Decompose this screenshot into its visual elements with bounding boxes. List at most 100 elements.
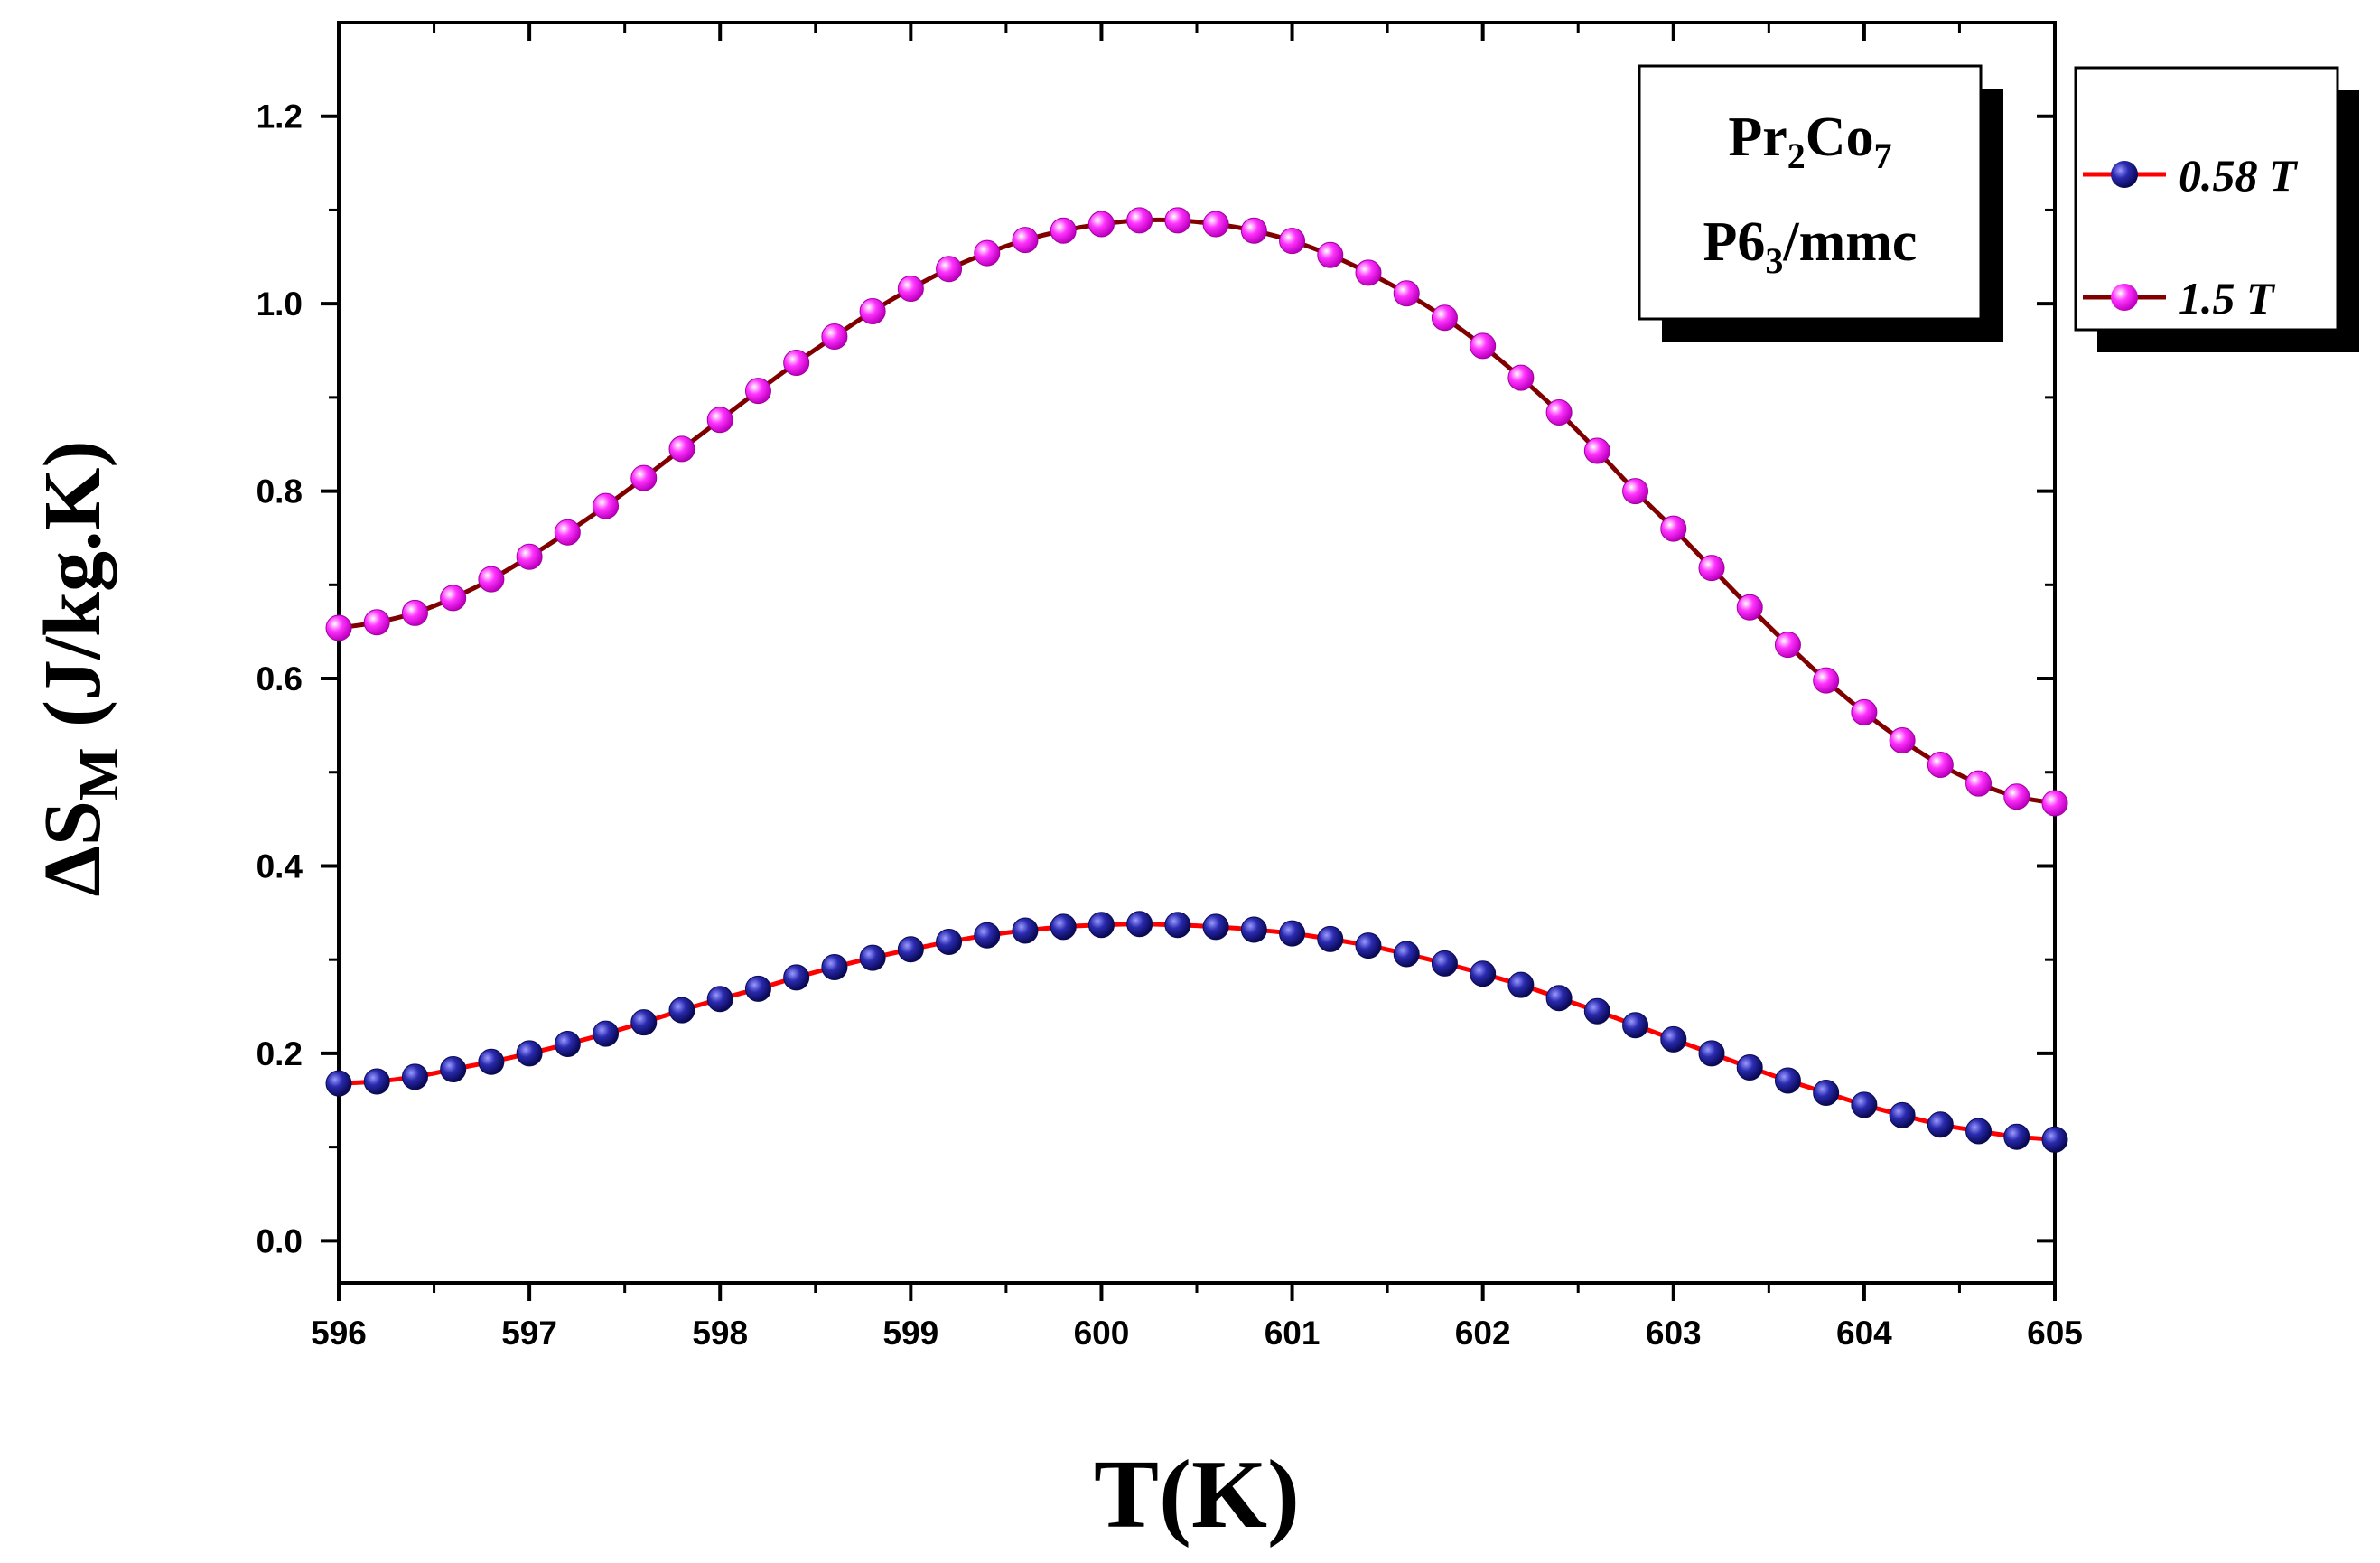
series-0-point-38 — [1774, 1067, 1801, 1094]
y-tick-label-2: 0.4 — [257, 847, 303, 884]
series-0-point-0 — [325, 1070, 352, 1097]
series-1-point-24 — [1240, 217, 1267, 244]
series-1-point-11 — [744, 378, 771, 405]
x-tick-label-1: 597 — [501, 1315, 557, 1352]
x-tick-label-9: 605 — [2027, 1315, 2083, 1352]
series-0-point-23 — [1202, 913, 1229, 941]
x-tick-label-2: 598 — [692, 1315, 748, 1352]
y-tick-label-0: 0.0 — [257, 1222, 303, 1259]
series-1-point-35 — [1660, 515, 1687, 542]
series-0-point-18 — [1012, 917, 1039, 944]
series-0-point-1 — [363, 1068, 390, 1095]
series-layer — [325, 207, 2068, 1153]
series-1-point-10 — [706, 407, 733, 434]
x-tick-label-7: 603 — [1646, 1315, 1702, 1352]
series-0-point-40 — [1851, 1091, 1878, 1118]
series-1-point-30 — [1470, 332, 1497, 360]
y-axis-title-subscript: M — [69, 748, 130, 801]
series-0-line — [338, 922, 2056, 1142]
series-1-point-27 — [1355, 259, 1382, 286]
series-1-line — [338, 217, 2056, 806]
series-0-point-39 — [1813, 1079, 1840, 1106]
y-tick-label-4: 0.8 — [257, 473, 303, 510]
series-1-point-19 — [1050, 217, 1077, 244]
x-tick-label-8: 604 — [1836, 1315, 1892, 1352]
y-tick-label-6: 1.2 — [257, 98, 303, 136]
series-1-point-23 — [1202, 211, 1229, 238]
series-0-point-42 — [1927, 1111, 1954, 1138]
series-1-point-15 — [897, 276, 924, 303]
series-0-point-32 — [1545, 985, 1573, 1012]
series-0-point-11 — [744, 975, 771, 1002]
series-1-point-0 — [325, 614, 352, 641]
series-0-point-35 — [1660, 1025, 1687, 1053]
series-0-point-31 — [1507, 971, 1535, 998]
series-1-point-13 — [821, 323, 848, 350]
legend-marker-1 — [2111, 284, 2138, 311]
series-0-point-29 — [1431, 950, 1458, 977]
series-0-point-20 — [1087, 912, 1115, 939]
annotation-box: Pr2Co7 P63/mmc — [1638, 64, 2003, 342]
legend-item-1: 1.5 T — [2083, 273, 2276, 323]
series-1-point-21 — [1126, 207, 1153, 234]
series-1-point-29 — [1431, 304, 1458, 332]
y-tick-label-5: 1.0 — [257, 285, 303, 323]
series-0-point-19 — [1050, 913, 1077, 941]
series-0-point-41 — [1889, 1101, 1916, 1128]
series-1-point-36 — [1698, 555, 1725, 582]
series-1-point-33 — [1583, 437, 1610, 464]
legend-item-0: 0.58 T — [2083, 150, 2299, 201]
series-1-point-7 — [593, 492, 620, 519]
series-1-point-12 — [783, 349, 810, 376]
series-1-point-45 — [2041, 790, 2068, 817]
x-tick-label-4: 600 — [1074, 1315, 1130, 1352]
series-1-point-1 — [363, 609, 390, 636]
series-1-point-8 — [630, 464, 658, 491]
series-0-point-17 — [974, 922, 1001, 949]
series-1-point-38 — [1774, 632, 1801, 659]
series-1-point-28 — [1393, 280, 1420, 307]
series-1-point-39 — [1813, 667, 1840, 694]
y-tick-label-3: 0.6 — [257, 660, 303, 697]
legend: 0.58 T 1.5 T — [2074, 66, 2359, 352]
series-1-point-4 — [478, 566, 505, 593]
y-axis-title-prefix: ΔS — [28, 800, 117, 896]
series-1-point-9 — [668, 435, 695, 463]
series-0-point-5 — [516, 1040, 543, 1067]
series-0-point-16 — [936, 928, 963, 955]
annotation-formula: Pr2Co7 — [1728, 107, 1891, 176]
series-1-point-25 — [1279, 228, 1306, 255]
legend-label-1: 1.5 T — [2179, 273, 2276, 323]
annotation-space-group: P63/mmc — [1703, 211, 1918, 281]
series-0-point-8 — [630, 1009, 658, 1036]
y-axis-title: ΔSM (J/kg.K) — [28, 440, 130, 896]
series-1-point-14 — [859, 297, 886, 324]
series-1-point-18 — [1012, 227, 1039, 254]
series-0-point-21 — [1126, 911, 1153, 938]
series-0-point-2 — [401, 1063, 428, 1090]
series-0-point-43 — [1965, 1118, 1993, 1145]
y-axis-title-suffix: (J/kg.K) — [28, 440, 117, 747]
series-1-point-32 — [1545, 398, 1573, 426]
series-1-point-3 — [440, 585, 467, 612]
series-1-point-16 — [936, 256, 963, 283]
series-0-point-14 — [859, 944, 886, 971]
series-0-point-33 — [1583, 997, 1610, 1025]
axis-ticks: 596 597 598 599 600 601 602 603 604 605 0.0 0.2 0.4 0… — [257, 23, 2083, 1352]
series-0-point-34 — [1622, 1012, 1649, 1039]
series-0-point-44 — [2003, 1123, 2030, 1150]
series-1-point-34 — [1622, 478, 1649, 505]
series-0-point-25 — [1279, 920, 1306, 947]
series-0-point-15 — [897, 936, 924, 963]
series-0-point-12 — [783, 964, 810, 991]
series-0-point-3 — [440, 1056, 467, 1083]
series-1-point-26 — [1317, 241, 1344, 268]
series-0-point-30 — [1470, 960, 1497, 987]
series-1-point-40 — [1851, 698, 1878, 725]
series-1-point-31 — [1507, 364, 1535, 391]
series-0-point-37 — [1736, 1053, 1763, 1081]
series-0-point-7 — [593, 1020, 620, 1047]
series-0-point-24 — [1240, 916, 1267, 943]
x-tick-label-3: 599 — [882, 1315, 938, 1352]
